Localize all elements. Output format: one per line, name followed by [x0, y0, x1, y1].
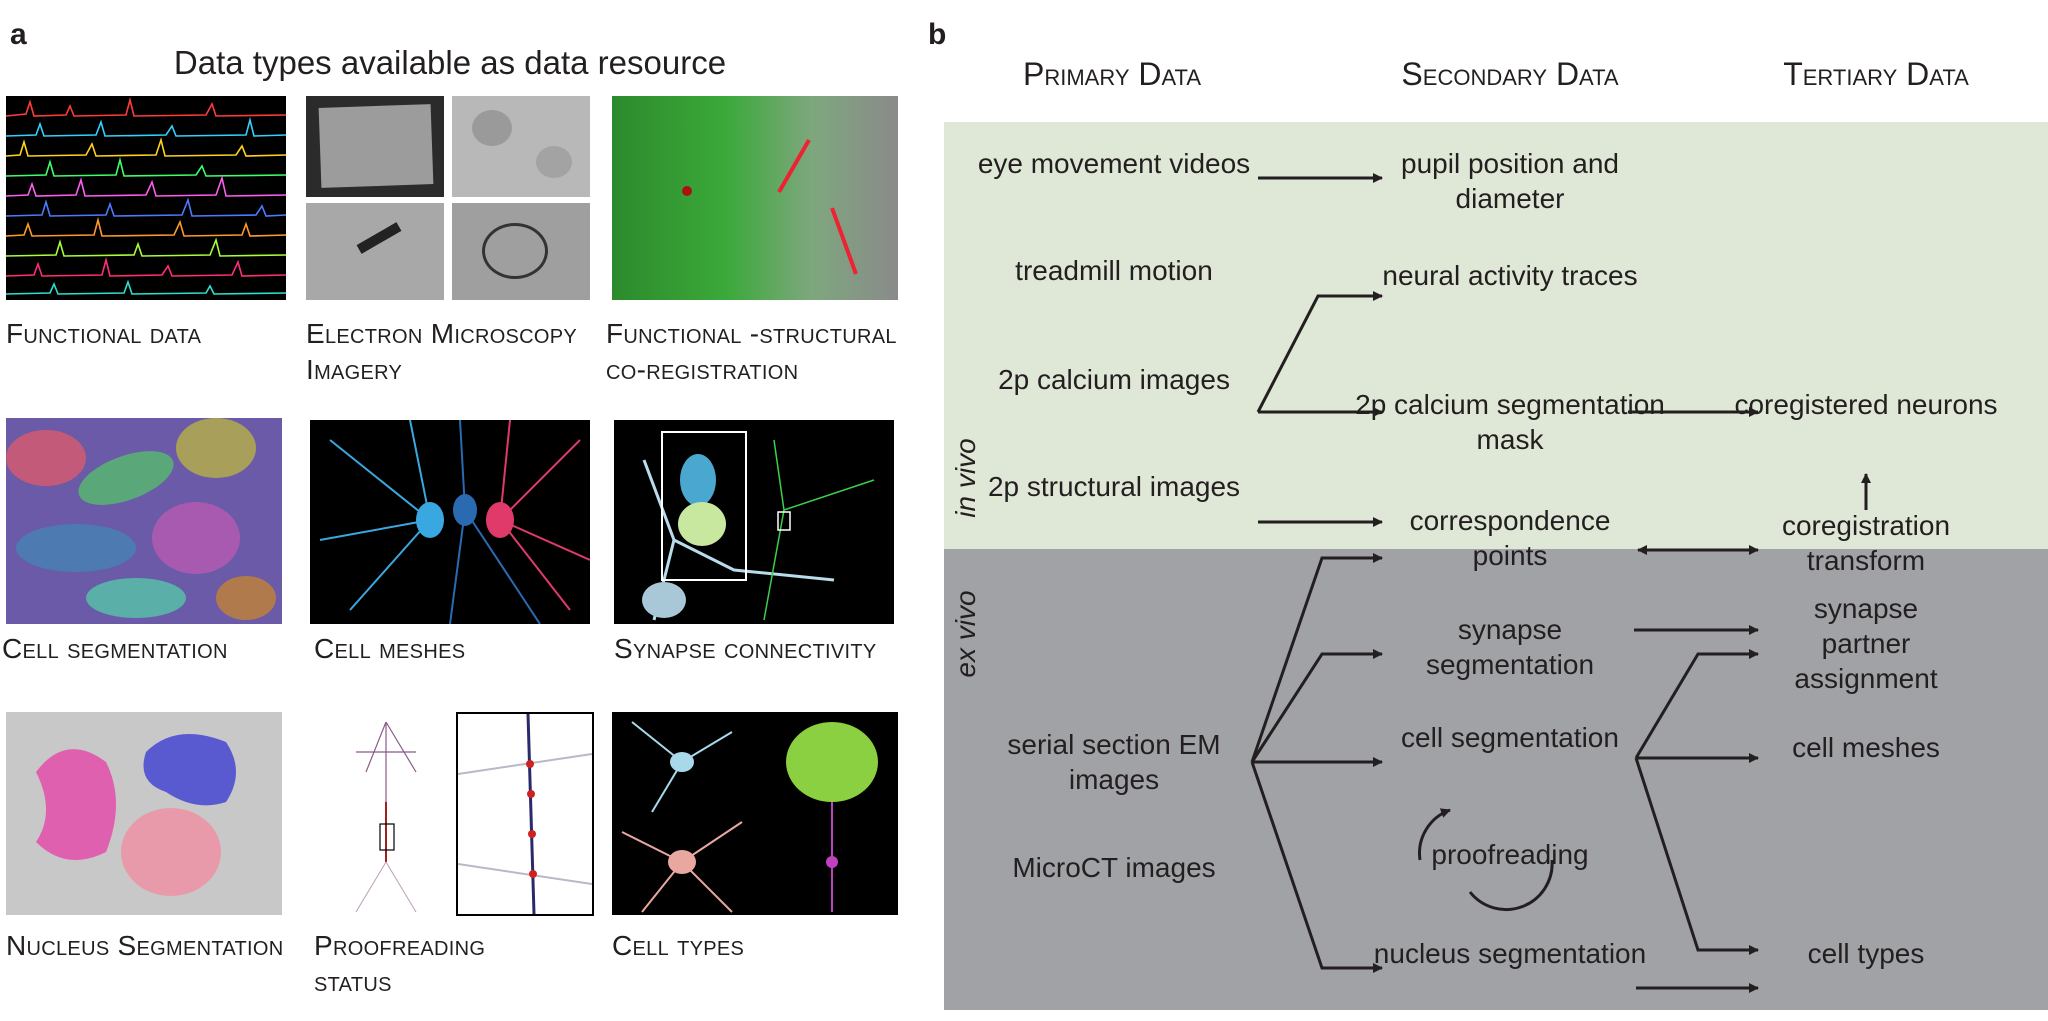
caption-nucleus-segmentation: Nucleus Segmentation: [6, 930, 284, 961]
node-cell-meshes: cell meshes: [1792, 732, 1940, 763]
arrow-em-to-nucseg: [1250, 761, 1383, 973]
arrow-em-to-synseg: [1250, 649, 1383, 763]
synapse-connectivity-image: [614, 420, 894, 624]
caption-cell-segmentation: Cell segmentation: [2, 633, 228, 664]
header-secondary-data: Secondary Data: [1401, 56, 1619, 92]
arrow-cellseg-to-types: [1634, 757, 1759, 955]
caption-functional-data: Functional data: [6, 318, 202, 349]
proofreading-overview-image: [316, 712, 444, 915]
arrow-em-to-corresp: [1250, 553, 1383, 763]
header-primary-data: Primary Data: [1022, 56, 1202, 92]
nucleus-segmentation-image: [6, 712, 282, 915]
proofreading-detail-image: [456, 712, 594, 916]
node-calcium-segmentation-mask: 2p calcium segmentation mask: [1355, 389, 1665, 455]
node-cell-types: cell types: [1807, 938, 1925, 969]
arrow-calcium-to-neural: [1256, 291, 1383, 413]
node-2p-calcium-images: 2p calcium images: [998, 364, 1230, 395]
node-synapse-segmentation: synapse segmentation: [1425, 614, 1595, 680]
node-coregistration-transform: coregistration transform: [1781, 510, 1951, 576]
panel-a-letter: a: [10, 18, 27, 51]
node-synapse-partner-assignment: synapse partner assignment: [1794, 593, 1938, 694]
node-nucleus-segmentation: nucleus segmentation: [1373, 938, 1647, 969]
node-eye-movement-videos: eye movement videos: [977, 148, 1251, 179]
em-tile-image-3: [452, 203, 590, 300]
panel-b-letter: b: [928, 18, 947, 51]
ex-vivo-zone: [944, 549, 2048, 1010]
caption-cell-meshes: Cell meshes: [314, 633, 466, 664]
proofreading-cycle-lower: [1468, 859, 1554, 911]
cell-segmentation-image: [6, 418, 282, 624]
caption-proofreading-status: Proofreading status: [314, 930, 486, 997]
node-pupil-position: pupil position and diameter: [1401, 148, 1619, 214]
cell-meshes-image: [310, 420, 590, 624]
em-overview-image: [306, 96, 444, 197]
functional-data-image: [6, 96, 286, 300]
caption-em-imagery: Electron Microscopy Imagery: [306, 318, 578, 385]
node-cell-segmentation: cell segmentation: [1401, 722, 1619, 753]
proofreading-cycle-upper: [1418, 808, 1451, 861]
arrow-cellseg-to-partner: [1634, 649, 1759, 759]
caption-cell-types: Cell types: [612, 930, 745, 961]
node-treadmill-motion: treadmill motion: [1015, 255, 1213, 286]
panel-a-title: Data types available as data resource: [173, 44, 727, 81]
node-neural-activity-traces: neural activity traces: [1382, 260, 1638, 291]
node-2p-structural-images: 2p structural images: [987, 471, 1241, 502]
em-tile-image-2: [306, 203, 444, 300]
em-tile-image-1: [452, 96, 590, 197]
caption-coregistration: Functional -structural co-registration: [606, 318, 897, 385]
header-tertiary-data: Tertiary Data: [1783, 56, 1969, 92]
node-serial-section-em-images: serial section EM images: [1007, 729, 1221, 795]
node-microct-images: MicroCT images: [1012, 852, 1216, 883]
cell-types-image: [612, 712, 898, 915]
node-proofreading: proofreading: [1431, 839, 1589, 870]
coregistration-image: [612, 96, 898, 300]
caption-synapse-connectivity: Synapse connectivity: [614, 633, 877, 664]
node-coregistered-neurons: coregistered neurons: [1734, 389, 1998, 420]
node-correspondence-points: correspondence points: [1409, 505, 1611, 571]
